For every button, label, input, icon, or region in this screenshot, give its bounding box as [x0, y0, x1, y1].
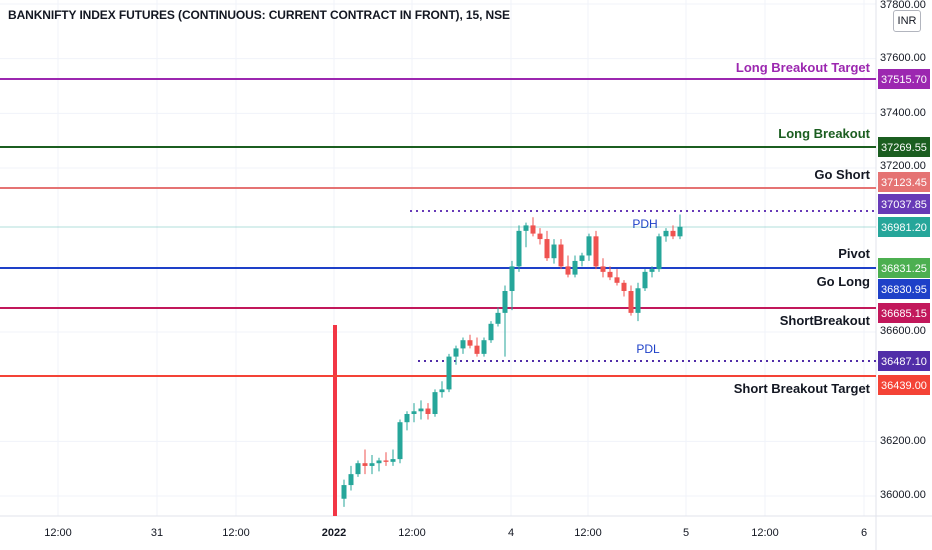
candle-body: [642, 271, 648, 289]
x-tick-label: 12:00: [398, 527, 426, 539]
price-badge-text-pdh: 37037.85: [881, 199, 927, 211]
x-tick-label: 12:00: [574, 527, 602, 539]
candle-body: [425, 408, 431, 414]
candle-body: [348, 474, 354, 486]
candle-body: [467, 340, 473, 346]
candle-body: [439, 389, 445, 393]
candle-body: [453, 348, 459, 357]
candle-body: [523, 225, 529, 231]
candle-body: [502, 291, 508, 313]
x-tick-label: 12:00: [751, 527, 779, 539]
price-badge-long-breakout-target: [878, 69, 930, 89]
candle-body: [565, 266, 571, 275]
candle-body: [474, 345, 480, 354]
level-label-pdh: PDH: [632, 217, 657, 231]
y-tick-label: 37400.00: [880, 107, 926, 119]
price-badge-text-long-breakout: 37269.55: [881, 142, 927, 154]
y-tick-label: 37200.00: [880, 160, 926, 172]
candle-body: [418, 408, 424, 412]
candle-body: [572, 260, 578, 275]
x-tick-label: 2022: [322, 527, 346, 539]
level-label-shortbreakout: ShortBreakout: [780, 313, 871, 328]
y-tick-label: 37800.00: [880, 0, 926, 11]
candle-body: [495, 312, 501, 324]
price-badge-text-go-long: 36830.95: [881, 284, 927, 296]
candle-body: [404, 414, 410, 423]
candle-body: [509, 266, 515, 291]
candle-body: [383, 460, 389, 462]
level-label-long-breakout-target: Long Breakout Target: [736, 60, 871, 75]
price-badge-short-breakout-target: [878, 375, 930, 395]
candle-body: [411, 411, 417, 414]
x-tick-label: 31: [151, 527, 163, 539]
level-label-go-short: Go Short: [814, 167, 870, 182]
price-badge-pdh: [878, 194, 930, 214]
candle-body: [670, 230, 676, 237]
price-badge-text-pdl: 36487.10: [881, 356, 927, 368]
price-badge-text-shortbreakout: 36685.15: [881, 308, 927, 320]
candle-body: [341, 485, 347, 499]
y-tick-label: 37600.00: [880, 52, 926, 64]
x-tick-label: 12:00: [44, 527, 72, 539]
candle-body: [628, 291, 634, 313]
price-badge-pivot: [878, 258, 930, 278]
candle-body: [663, 230, 669, 237]
y-tick-label: 36600.00: [880, 325, 926, 337]
candle-body: [481, 340, 487, 354]
level-label-pdl: PDL: [636, 342, 660, 356]
candle-body: [621, 282, 627, 291]
last-price-badge: [878, 217, 930, 237]
candle-body: [390, 459, 396, 462]
candle-body: [586, 236, 592, 256]
x-tick-label: 12:00: [222, 527, 250, 539]
candle-body: [579, 255, 585, 261]
candle-body: [530, 225, 536, 234]
price-badge-text-short-breakout-target: 36439.00: [881, 380, 927, 392]
candle-body: [544, 239, 550, 259]
x-tick-label: 4: [508, 527, 514, 539]
candle-body: [607, 271, 613, 278]
price-badge-go-short: [878, 172, 930, 192]
x-tick-label: 6: [861, 527, 867, 539]
candle-body: [397, 422, 403, 460]
candle-body: [460, 340, 466, 349]
candle-body: [649, 269, 655, 272]
last-price-badge-text: 36981.20: [881, 222, 927, 234]
candle-body: [537, 233, 543, 240]
candle-body: [593, 236, 599, 267]
candle-body: [432, 392, 438, 414]
price-badge-go-long: [878, 279, 930, 299]
candle-body: [376, 460, 382, 464]
y-tick-label: 36200.00: [880, 435, 926, 447]
level-label-go-long: Go Long: [817, 274, 870, 289]
candle-body: [600, 266, 606, 272]
candle-body: [635, 288, 641, 313]
price-badge-text-go-short: 37123.45: [881, 177, 927, 189]
y-tick-label: 36000.00: [880, 489, 926, 501]
candle-body: [355, 463, 361, 475]
candle-body: [558, 244, 564, 267]
candle-body: [362, 463, 368, 466]
level-label-long-breakout: Long Breakout: [778, 126, 870, 141]
candle-body: [369, 463, 375, 466]
candle-body: [656, 236, 662, 270]
candle-body: [488, 323, 494, 341]
candle-body: [551, 244, 557, 259]
x-tick-label: 5: [683, 527, 689, 539]
price-badge-pdl: [878, 351, 930, 371]
price-badge-text-pivot: 36831.25: [881, 263, 927, 275]
chart-title: BANKNIFTY INDEX FUTURES (CONTINUOUS: CUR…: [8, 8, 510, 22]
candle-body: [446, 356, 452, 390]
level-label-short-breakout-target: Short Breakout Target: [734, 381, 871, 396]
price-badge-shortbreakout: [878, 303, 930, 323]
candle-body: [516, 230, 522, 267]
candle-body: [677, 226, 683, 237]
price-badge-text-long-breakout-target: 37515.70: [881, 74, 927, 86]
price-badge-long-breakout: [878, 137, 930, 157]
currency-button[interactable]: INR: [893, 10, 921, 32]
level-label-pivot: Pivot: [838, 246, 870, 261]
candle-body: [614, 277, 620, 283]
